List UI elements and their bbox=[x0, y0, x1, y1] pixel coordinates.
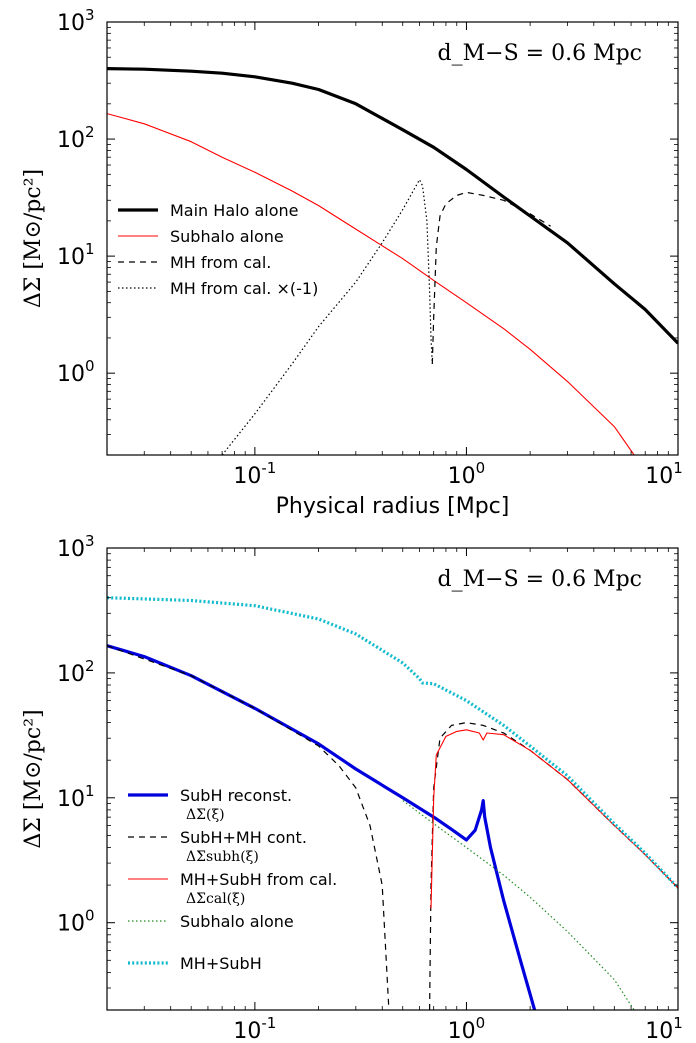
x-tick-label: 101 bbox=[645, 1014, 683, 1043]
x-tick-label: 10-1 bbox=[233, 459, 276, 489]
x-tick-label: 100 bbox=[448, 459, 486, 489]
y-tick-label: 101 bbox=[57, 240, 95, 270]
legend: SubH reconst. ΔΣ(ξ) SubH+MH cont. ΔΣsubh(ξ)… bbox=[128, 786, 337, 973]
chart-1: 10-1 100 101 100 101 102 103 Physical radius [M… bbox=[21, 6, 683, 519]
separation-annotation: d_M−S = 0.6 Mpc bbox=[438, 567, 642, 592]
legend-sublabel: ΔΣ(ξ) bbox=[186, 807, 225, 823]
separation-annotation: d_M−S = 0.6 Mpc bbox=[438, 41, 642, 66]
legend-label: MH+SubH bbox=[180, 954, 262, 973]
y-tick-label: 102 bbox=[57, 123, 95, 153]
plot-frame bbox=[106, 21, 679, 456]
y-tick-label: 103 bbox=[57, 6, 95, 36]
series-line-2 bbox=[107, 113, 635, 455]
legend-label: Main Halo alone bbox=[170, 201, 298, 220]
x-tick-label: 10-1 bbox=[233, 1014, 276, 1043]
y-axis-label: ΔΣ [M⊙/pc²] bbox=[21, 709, 46, 848]
legend: Main Halo alone Subhalo alone MH from cal.… bbox=[118, 201, 318, 298]
x-axis-label: Physical radius [Mpc] bbox=[276, 494, 510, 519]
x-tick-label: 101 bbox=[645, 459, 683, 489]
series-line-1 bbox=[107, 644, 537, 1010]
x-tick-label: 100 bbox=[448, 1014, 486, 1043]
y-axis-label: ΔΣ [M⊙/pc²] bbox=[21, 169, 46, 308]
y-tick-label: 100 bbox=[57, 357, 95, 387]
legend-label: SubH+MH cont. bbox=[180, 828, 307, 847]
series-line-2 bbox=[107, 645, 390, 1010]
y-tick-label: 100 bbox=[57, 907, 95, 937]
series-line-6 bbox=[107, 596, 678, 889]
series-line-4 bbox=[221, 179, 433, 455]
series-line-1 bbox=[107, 67, 678, 345]
y-tick-label: 103 bbox=[57, 532, 95, 562]
series-line-5 bbox=[402, 800, 635, 1010]
series-group bbox=[107, 67, 678, 455]
plot-frame bbox=[106, 547, 679, 1011]
legend-label: SubH reconst. bbox=[180, 786, 292, 805]
legend-sublabel: ΔΣcal(ξ) bbox=[186, 891, 245, 907]
series-line-3 bbox=[431, 191, 551, 364]
legend-label: MH+SubH from cal. bbox=[180, 870, 337, 889]
legend-label: MH from cal. ×(-1) bbox=[170, 279, 318, 298]
series-group bbox=[107, 596, 678, 1010]
legend-label: MH from cal. bbox=[170, 253, 271, 272]
legend-label: Subhalo alone bbox=[170, 227, 284, 246]
y-tick-label: 101 bbox=[57, 782, 95, 812]
legend-sublabel: ΔΣsubh(ξ) bbox=[186, 849, 259, 865]
y-tick-label: 102 bbox=[57, 657, 95, 687]
series-line-4 bbox=[430, 729, 678, 909]
legend-label: Subhalo alone bbox=[180, 912, 294, 931]
series-line-3 bbox=[429, 722, 678, 1010]
